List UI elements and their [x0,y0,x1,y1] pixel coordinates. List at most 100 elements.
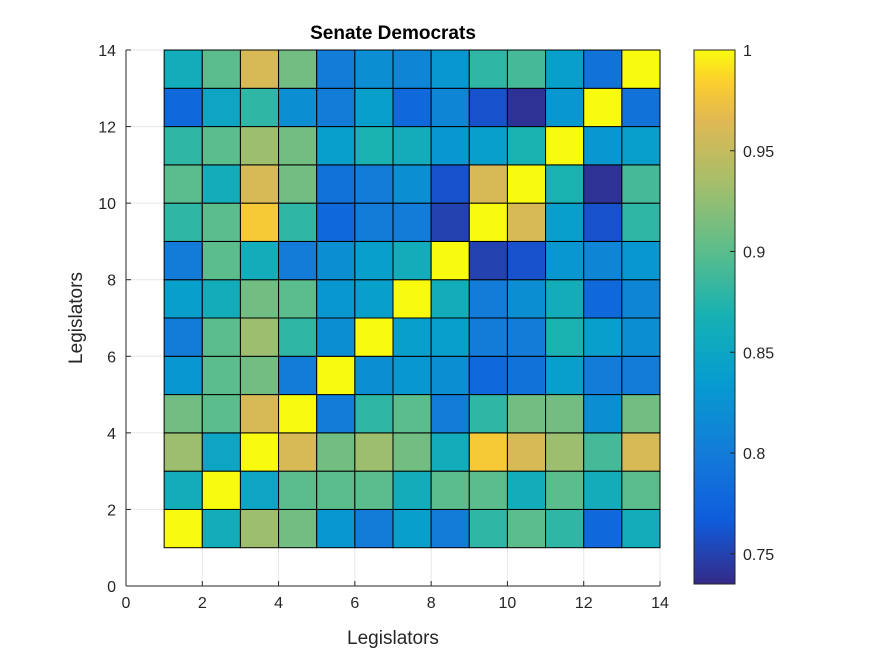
y-tick-label: 2 [107,502,116,519]
heatmap-cell [468,279,508,319]
y-tick-label: 8 [107,273,116,290]
heatmap-cell [316,202,356,242]
heatmap-cells [163,49,661,549]
heatmap-cell [392,240,432,281]
colorbar-tick-label: 1 [743,43,752,60]
heatmap-cell [201,164,241,204]
y-tick-label: 4 [107,426,116,443]
x-axis-label: Legislators [347,628,439,649]
heatmap-cell [430,394,470,434]
heatmap-cell [506,279,547,319]
heatmap-cell [430,355,470,396]
heatmap-cell [583,202,623,242]
colorbar-tick-label: 0.95 [743,144,774,161]
heatmap-cell [392,49,432,89]
heatmap-cell [278,202,318,242]
heatmap-cell [201,126,241,166]
heatmap-cell [201,279,241,319]
heatmap-cell [354,394,394,434]
heatmap-cell [163,432,203,472]
heatmap-cell [278,432,318,472]
heatmap-cell [545,164,585,204]
heatmap-cell [468,240,508,281]
heatmap-cell [278,49,318,89]
heatmap-cell [201,49,241,89]
heatmap-cell [239,355,280,396]
heatmap-cell [239,87,280,128]
heatmap-cell [278,87,318,128]
heatmap-cell [354,202,394,242]
x-tick-label: 8 [427,595,436,612]
heatmap-cell [430,240,470,281]
heatmap-cell [506,394,547,434]
heatmap-cell [163,470,203,510]
colorbar-tick-label: 0.9 [743,245,765,262]
heatmap-cell [621,126,661,166]
heatmap-cell [201,202,241,242]
heatmap-cell [278,279,318,319]
heatmap-cell [316,126,356,166]
heatmap-cell [163,49,203,89]
heatmap-cell [239,126,280,166]
heatmap-cell [430,49,470,89]
heatmap-cell [583,126,623,166]
heatmap-cell [278,126,318,166]
heatmap-cell [392,508,432,549]
heatmap-cell [506,317,547,357]
heatmap-cell [468,87,508,128]
y-axis-label: Legislators [66,272,87,364]
heatmap-cell [468,470,508,510]
heatmap-cell [278,164,318,204]
heatmap-cell [392,164,432,204]
heatmap-cell [506,164,547,204]
heatmap-cell [392,126,432,166]
heatmap-cell [316,164,356,204]
heatmap-cell [583,470,623,510]
heatmap-cell [583,279,623,319]
heatmap-cell [354,508,394,549]
heatmap-cell [163,317,203,357]
heatmap-cell [621,240,661,281]
heatmap-cell [392,432,432,472]
heatmap-cell [545,317,585,357]
heatmap-cell [278,470,318,510]
heatmap-cell [468,355,508,396]
heatmap-cell [278,240,318,281]
heatmap-cell [545,49,585,89]
heatmap-cell [468,317,508,357]
heatmap-cell [354,164,394,204]
heatmap-cell [545,470,585,510]
heatmap-cell [392,470,432,510]
heatmap-cell [316,279,356,319]
heatmap-cell [239,164,280,204]
heatmap-cell [506,240,547,281]
heatmap-cell [583,87,623,128]
heatmap-cell [621,432,661,472]
heatmap-cell [468,432,508,472]
heatmap-cell [316,87,356,128]
heatmap-cell [239,240,280,281]
heatmap-cell [430,317,470,357]
heatmap-cell [354,355,394,396]
heatmap-cell [583,394,623,434]
heatmap-cell [621,394,661,434]
heatmap-cell [239,317,280,357]
heatmap-cell [354,279,394,319]
heatmap-cell [201,317,241,357]
heatmap-cell [278,394,318,434]
heatmap-cell [545,394,585,434]
heatmap-cell [163,126,203,166]
heatmap-cell [430,87,470,128]
heatmap-cell [163,87,203,128]
heatmap-cell [163,164,203,204]
heatmap-cell [201,470,241,510]
heatmap-cell [392,202,432,242]
y-tick-label: 6 [107,349,116,366]
x-tick-label: 0 [122,595,131,612]
heatmap-cell [239,508,280,549]
heatmap-cell [430,508,470,549]
heatmap-cell [163,202,203,242]
heatmap-cell [621,279,661,319]
x-tick-label: 14 [651,595,669,612]
heatmap-cell [545,126,585,166]
